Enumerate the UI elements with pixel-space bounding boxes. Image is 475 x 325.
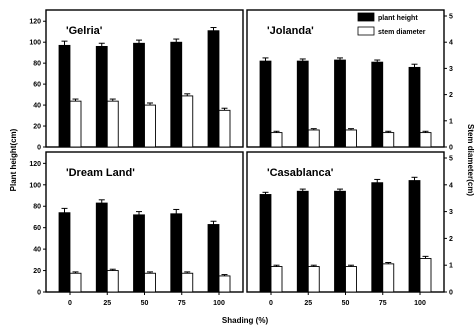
panel-1-ytick-label-1: 20 bbox=[33, 124, 41, 131]
panel-1-bar-plant-height-75 bbox=[170, 41, 183, 148]
panel-3-bar-stem-diameter-25 bbox=[106, 270, 119, 293]
y-axis-title: Plant height(cm) bbox=[9, 128, 18, 191]
panel-4-bar-plant-height-75 bbox=[371, 182, 384, 293]
panel-2: 0 1 2 3 4 5 'Jolanda' bbox=[246, 9, 453, 152]
legend: plant height stem diameter bbox=[357, 12, 426, 36]
panel-3-xtick-label-100: 100 bbox=[213, 300, 225, 307]
panel-3-bar-plant-height-75 bbox=[170, 213, 183, 293]
panel-3-xtick-label-0: 0 bbox=[68, 300, 72, 307]
panel-1-bar-stem-diameter-75 bbox=[181, 95, 194, 148]
panel-3-ytick-label-1: 20 bbox=[33, 268, 41, 275]
legend-label-stem-diameter: stem diameter bbox=[378, 29, 426, 36]
panel-3-cultivar-label: 'Dream Land' bbox=[66, 167, 135, 179]
legend-swatch-stem-diameter bbox=[357, 26, 375, 36]
panel-4-y2tick-label-0: 0 bbox=[449, 290, 453, 297]
panel-1-bar-plant-height-0 bbox=[58, 44, 71, 148]
panel-3-bar-stem-diameter-50 bbox=[144, 272, 156, 293]
panel-4-y2tick-label-4: 4 bbox=[449, 182, 453, 189]
panel-3-bar-stem-diameter-100 bbox=[218, 275, 231, 293]
panel-4-bar-stem-diameter-50 bbox=[345, 266, 357, 293]
panel-2-bar-plant-height-25 bbox=[296, 60, 309, 148]
panel-3-ytick-label-3: 60 bbox=[33, 225, 41, 232]
panel-4-bar-plant-height-0 bbox=[259, 194, 272, 293]
panel-4-xtick-label-50: 50 bbox=[342, 300, 350, 307]
panel-2-bar-plant-height-75 bbox=[371, 61, 384, 148]
panel-3-bar-stem-diameter-0 bbox=[69, 272, 82, 293]
panel-1-ytick-label-0: 0 bbox=[37, 145, 41, 152]
x-axis-title: Shading (%) bbox=[222, 316, 269, 325]
panel-2-bar-stem-diameter-100 bbox=[419, 132, 432, 148]
panel-2-bar-plant-height-100 bbox=[408, 66, 421, 148]
panel-3: 0 20 40 60 80 100 120 'Dream Land' 0 25 50 75 100 bbox=[29, 151, 244, 307]
legend-label-plant-height: plant height bbox=[378, 15, 418, 22]
panel-1-bar-stem-diameter-50 bbox=[144, 104, 156, 148]
panel-4-bar-plant-height-100 bbox=[408, 180, 421, 293]
legend-swatch-plant-height bbox=[357, 12, 375, 22]
panel-1-bar-plant-height-25 bbox=[95, 45, 108, 148]
panel-2-bar-plant-height-50 bbox=[334, 59, 346, 148]
panel-1-ytick-label-3: 60 bbox=[33, 82, 41, 89]
panel-3-bar-plant-height-0 bbox=[58, 212, 71, 293]
panel-1-bar-plant-height-100 bbox=[207, 30, 220, 148]
panel-3-ytick-label-6: 120 bbox=[29, 161, 41, 168]
panel-4-bar-plant-height-25 bbox=[296, 190, 309, 293]
panel-1-cultivar-label: 'Gelria' bbox=[66, 25, 103, 37]
panel-1-bar-stem-diameter-25 bbox=[106, 100, 119, 148]
panel-4-bar-stem-diameter-75 bbox=[382, 263, 395, 293]
panel-4-xtick-label-25: 25 bbox=[304, 300, 312, 307]
panel-3-ytick-label-2: 40 bbox=[33, 247, 41, 254]
panel-2-y2tick-label-1: 1 bbox=[449, 118, 453, 125]
panel-2-bar-stem-diameter-75 bbox=[382, 132, 395, 148]
panel-4-y2tick-label-2: 2 bbox=[449, 236, 453, 243]
panel-3-ytick-label-5: 100 bbox=[29, 182, 41, 189]
panel-2-bar-stem-diameter-50 bbox=[345, 129, 357, 148]
panel-4-bar-stem-diameter-0 bbox=[270, 266, 283, 293]
panel-4-xtick-label-0: 0 bbox=[269, 300, 273, 307]
panel-3-ytick-label-0: 0 bbox=[37, 290, 41, 297]
panel-3-bar-plant-height-100 bbox=[207, 224, 220, 293]
panel-3-xtick-label-25: 25 bbox=[103, 300, 111, 307]
panel-2-y2tick-label-4: 4 bbox=[449, 40, 453, 47]
panel-3-bar-plant-height-25 bbox=[95, 202, 108, 293]
panel-3-xtick-label-75: 75 bbox=[178, 300, 186, 307]
panel-2-y2tick-label-3: 3 bbox=[449, 66, 453, 73]
panel-1-bar-plant-height-50 bbox=[133, 42, 145, 148]
panel-1: 0 20 40 60 80 100 120 'Gelria' bbox=[29, 9, 244, 152]
panel-4-xtick-label-100: 100 bbox=[414, 300, 426, 307]
panel-1-ytick-label-4: 80 bbox=[33, 61, 41, 68]
panel-2-y2tick-label-0: 0 bbox=[449, 145, 453, 152]
panel-1-bar-stem-diameter-100 bbox=[218, 109, 231, 148]
panel-2-bar-stem-diameter-0 bbox=[270, 132, 283, 148]
panel-3-bar-stem-diameter-75 bbox=[181, 272, 194, 293]
panel-3-xtick-label-50: 50 bbox=[141, 300, 149, 307]
panel-1-ytick-label-2: 40 bbox=[33, 103, 41, 110]
panel-3-ytick-label-4: 80 bbox=[33, 204, 41, 211]
panel-1-ytick-label-5: 100 bbox=[29, 40, 41, 47]
panel-1-ytick-label-6: 120 bbox=[29, 19, 41, 26]
panel-2-bar-plant-height-0 bbox=[259, 60, 272, 148]
panel-4-y2tick-label-3: 3 bbox=[449, 209, 453, 216]
panel-4-bar-plant-height-50 bbox=[334, 190, 346, 293]
panel-4-cultivar-label: 'Casablanca' bbox=[267, 167, 334, 179]
panel-4-xtick-label-75: 75 bbox=[379, 300, 387, 307]
panel-4: 0 1 2 3 4 5 'Casablanca' 0 25 50 75 100 bbox=[246, 151, 453, 307]
panel-2-cultivar-label: 'Jolanda' bbox=[267, 25, 314, 37]
panel-4-y2tick-label-1: 1 bbox=[449, 263, 453, 270]
panel-4-bar-stem-diameter-25 bbox=[307, 266, 320, 293]
panel-2-y2tick-label-5: 5 bbox=[449, 14, 453, 21]
panels-group: 020406080100120'Gelria'012345'Jolanda'02… bbox=[29, 9, 453, 307]
panel-2-bar-stem-diameter-25 bbox=[307, 129, 320, 148]
y2-axis-title: Stem diameter(cm) bbox=[466, 124, 475, 196]
panel-2-y2tick-label-2: 2 bbox=[449, 92, 453, 99]
panel-4-y2tick-label-5: 5 bbox=[449, 156, 453, 163]
panel-1-bar-stem-diameter-0 bbox=[69, 100, 82, 148]
panel-3-bar-plant-height-50 bbox=[133, 214, 145, 293]
panel-4-bar-stem-diameter-100 bbox=[419, 258, 432, 293]
